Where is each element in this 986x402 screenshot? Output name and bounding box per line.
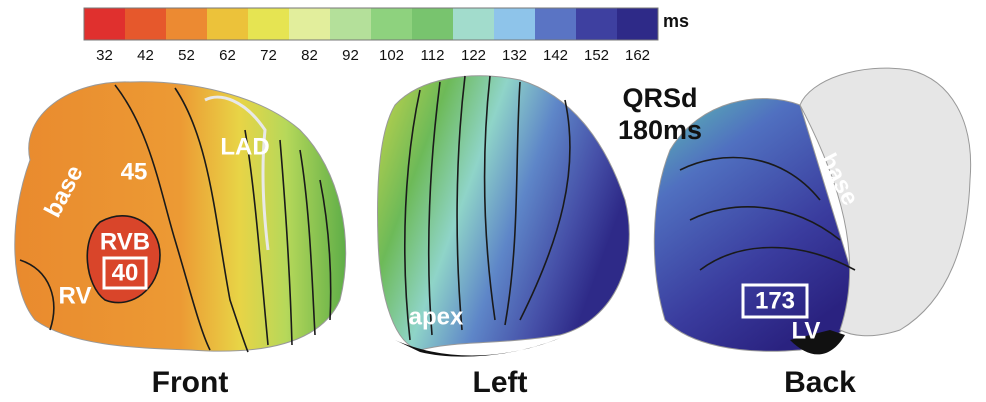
colorbar-tick-label: 102 [379,47,404,64]
colorbar-tick-label: 162 [625,47,650,64]
color-swatch [207,8,248,40]
colorbar-tick-label: 32 [96,47,113,64]
colorbar-tick-label: 62 [219,47,236,64]
annotation: 45 [121,158,148,185]
view-label: Front [152,366,229,399]
color-swatch [453,8,494,40]
colorbar-tick-label: 42 [137,47,154,64]
color-swatch [166,8,207,40]
qrsd-title: QRSd [622,83,697,113]
colorbar-tick-label: 122 [461,47,486,64]
colorbar-tick-label: 52 [178,47,195,64]
colorbar-tick-label: 82 [301,47,318,64]
color-swatch [248,8,289,40]
colorbar-unit: ms [663,11,689,31]
colorbar: 32 42 52 62 72 82 92 102 112 122 132 142 152 162 [84,8,658,64]
color-swatch [371,8,412,40]
view-label: Left [473,366,528,399]
view-label: Back [784,366,856,399]
colorbar-tick-label: 142 [543,47,568,64]
annotation: RV [59,282,92,309]
annotation: apex [409,303,464,330]
color-swatch [617,8,658,40]
colorbar-tick-label: 152 [584,47,609,64]
color-swatch [84,8,125,40]
color-swatch [330,8,371,40]
color-swatch [535,8,576,40]
annotation: LV [792,317,821,344]
colorbar-tick-label: 112 [421,47,445,64]
color-swatch [576,8,617,40]
annotation: LAD [220,133,269,160]
colorbar-tick-label: 132 [502,47,527,64]
colorbar-tick-label: 92 [342,47,359,64]
color-swatch [494,8,535,40]
qrsd-value: 180ms [618,115,702,145]
annotation: 173 [755,287,795,314]
figure: base 45 LAD RVB 40 RV apex base 173 LV Q… [0,0,986,402]
back-view [654,68,970,354]
color-swatch [125,8,166,40]
color-swatch [289,8,330,40]
colorbar-tick-label: 72 [260,47,277,64]
annotation: 40 [112,259,139,286]
annotation: RVB [100,228,150,255]
color-swatch [412,8,453,40]
